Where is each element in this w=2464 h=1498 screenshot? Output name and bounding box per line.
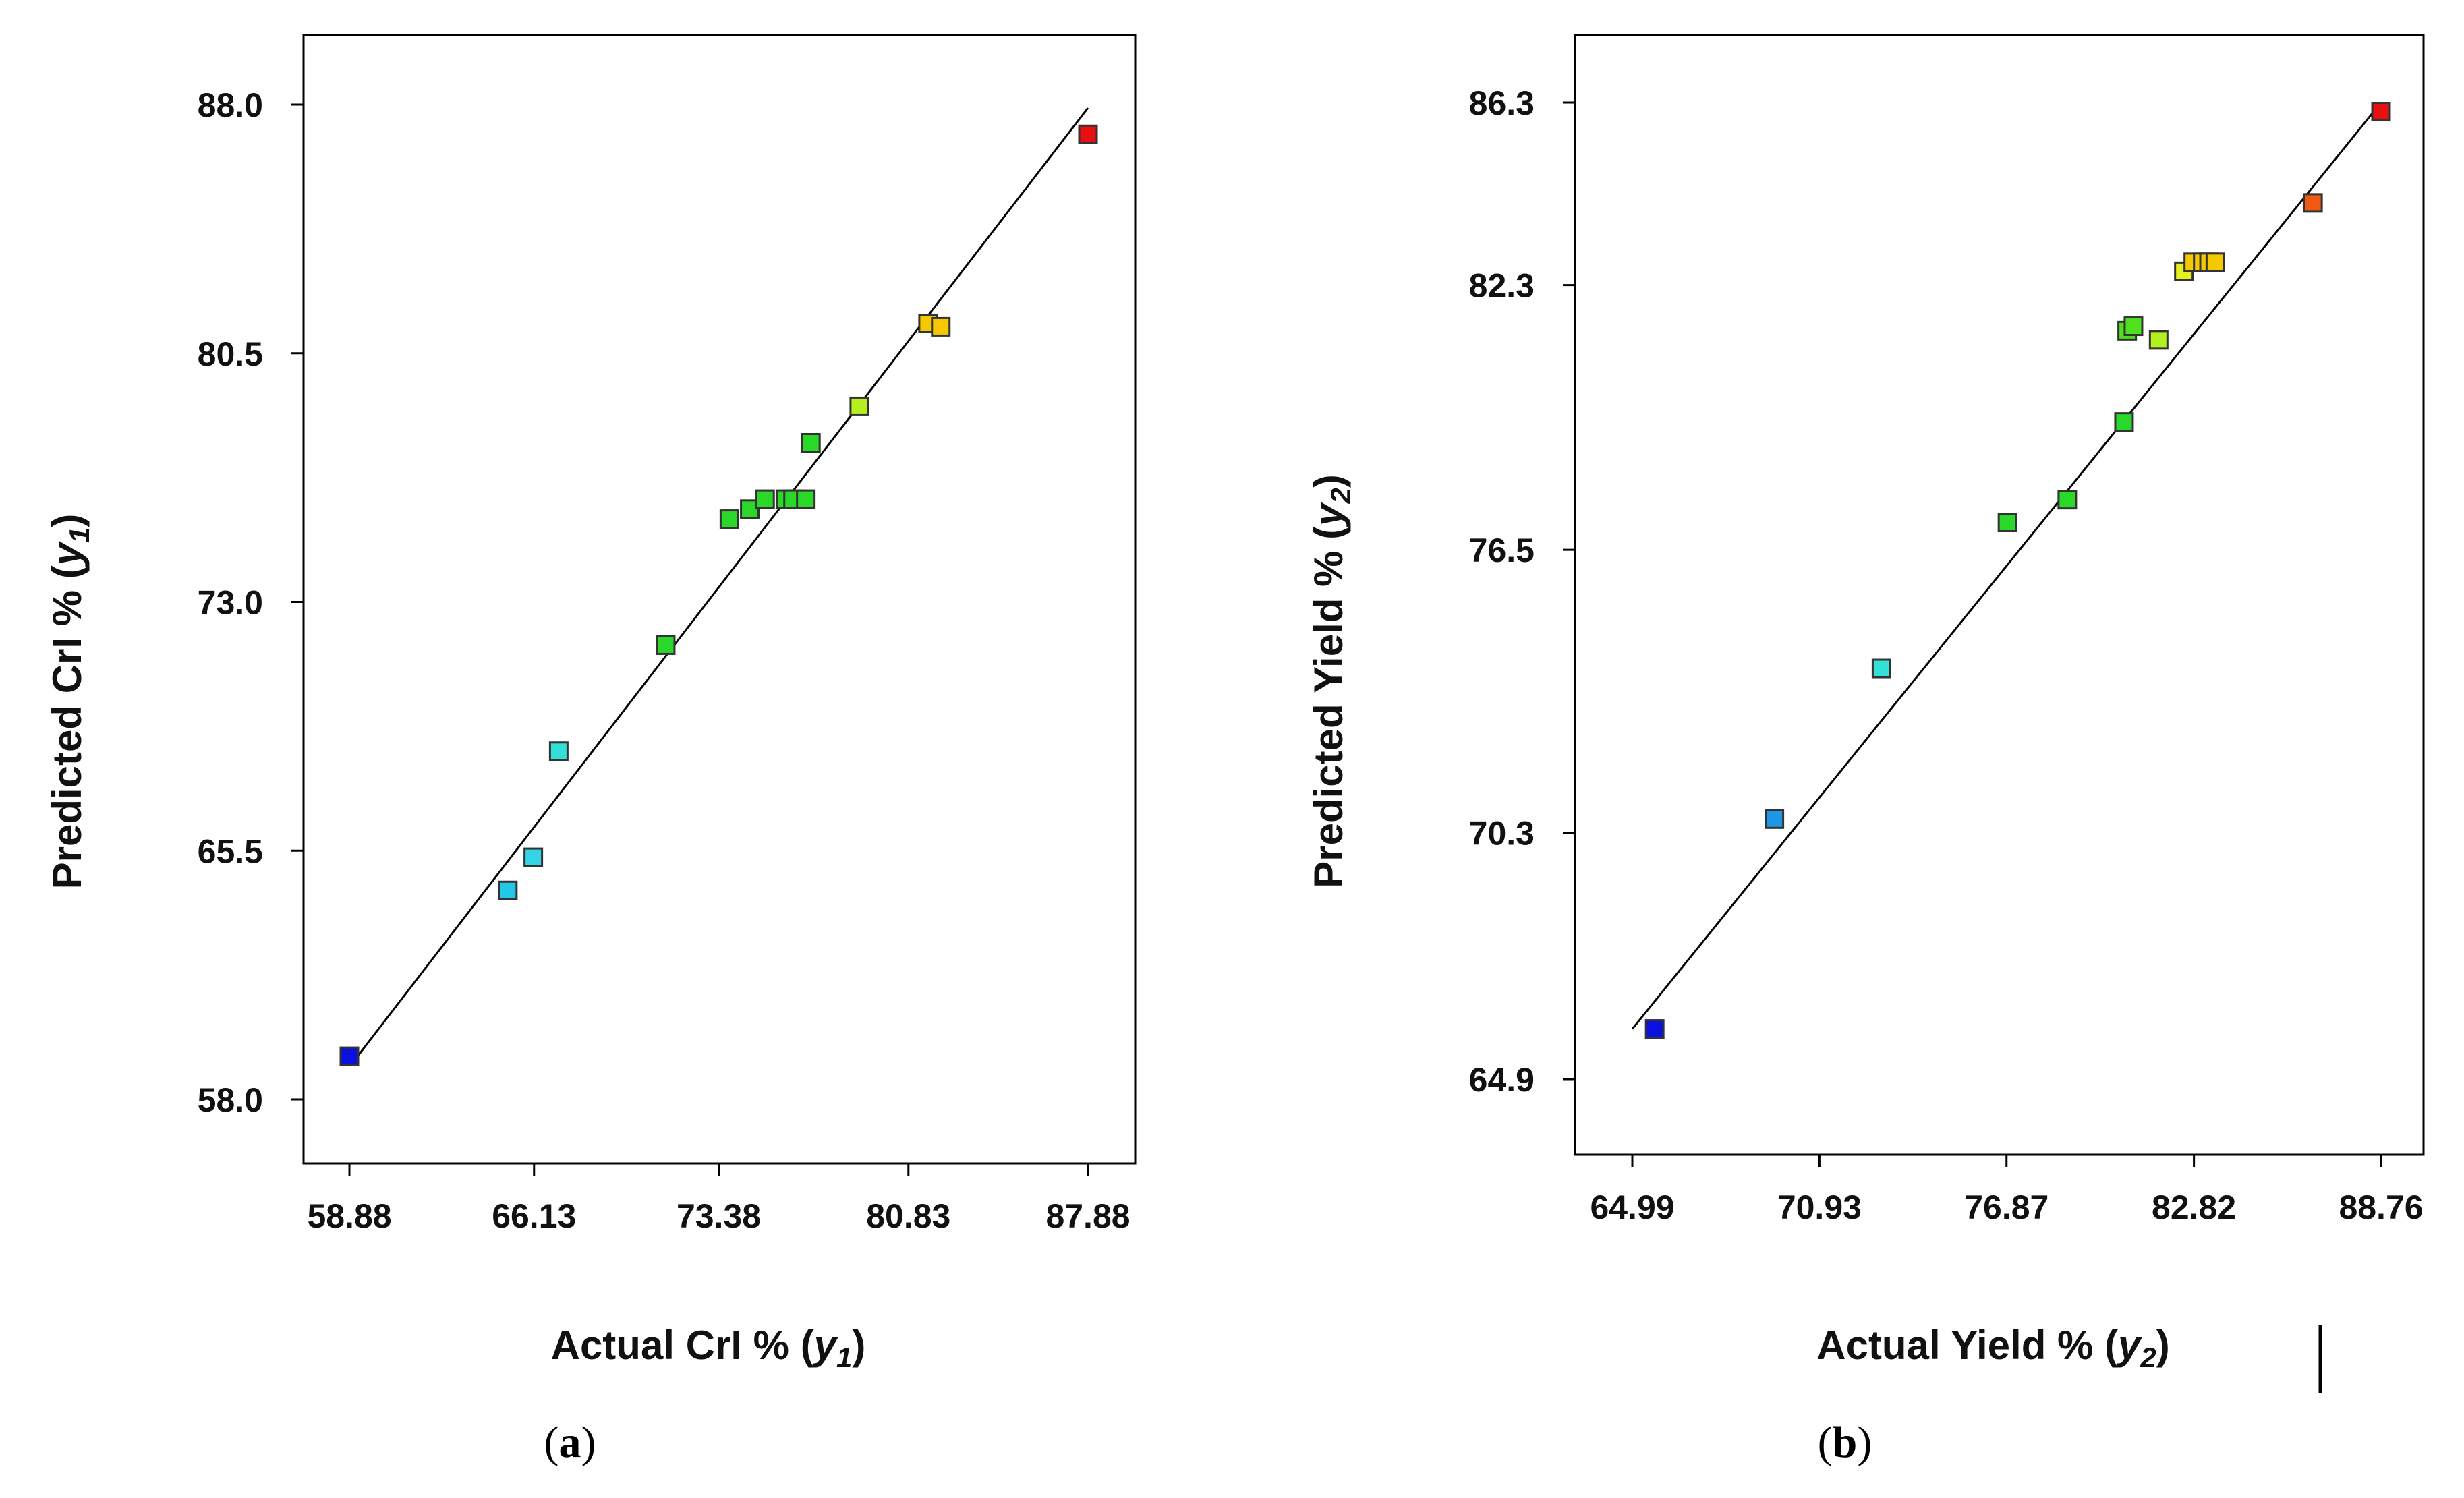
data-point	[1644, 1019, 1665, 1039]
data-point	[849, 396, 869, 416]
x-label-a-sub: 1	[836, 1342, 852, 1373]
y-label-b-close: )	[1306, 474, 1351, 488]
x-tick-label: 58.88	[307, 1197, 391, 1235]
data-point	[719, 509, 739, 529]
data-point	[1997, 513, 2017, 533]
data-point	[755, 489, 775, 509]
x-tick-label: 73.38	[677, 1197, 761, 1235]
fit-line-b	[1631, 102, 2382, 1030]
caption-b-letter: b	[1833, 1418, 1858, 1467]
y-tick-label: 86.3	[1469, 84, 1535, 122]
data-point	[1078, 124, 1098, 144]
data-point	[2123, 316, 2144, 337]
x-tick-label: 88.76	[2339, 1188, 2423, 1226]
data-point	[1765, 809, 1785, 829]
y-label-a-sub: 1	[63, 527, 95, 543]
y-tick-label: 65.5	[198, 832, 263, 870]
data-point	[523, 847, 544, 867]
panel-a: 58.88 66.13 73.38 80.83 87.88 58.0 65.5 73.0 80…	[45, 34, 1137, 1467]
plot-frame-b	[1574, 34, 2425, 1156]
x-label-a-main: Actual CrI % (	[551, 1323, 814, 1368]
y-label-b-var: y	[1306, 502, 1351, 528]
panel-b: 64.99 70.93 76.87 82.82 88.76 64.9 70.3 76.5 82…	[1306, 34, 2425, 1467]
y-ticks-a: 58.0 65.5 73.0 80.5 88.0	[198, 86, 304, 1119]
y-axis-label-b: Predicted Yield % (y2)	[1306, 474, 1356, 888]
x-label-b-close: )	[2156, 1323, 2170, 1368]
x-tick-label: 76.87	[1964, 1188, 2048, 1226]
x-label-b-sub: 2	[2140, 1342, 2156, 1373]
y-tick-label: 80.5	[198, 335, 263, 373]
x-axis-label-a: Actual CrI % (y1)	[551, 1323, 866, 1373]
x-label-a-var: y	[812, 1323, 838, 1368]
y-tick-label: 58.0	[198, 1081, 263, 1119]
data-point	[931, 316, 951, 337]
x-label-b-main: Actual Yield % (	[1816, 1323, 2118, 1368]
x-tick-label: 64.99	[1590, 1188, 1674, 1226]
y-ticks-b: 64.9 70.3 76.5 82.3 86.3	[1469, 84, 1575, 1099]
caption-b: (b)	[1818, 1418, 1872, 1467]
points-b	[1644, 102, 2391, 1039]
caption-a: (a)	[544, 1418, 596, 1467]
data-point	[2303, 193, 2323, 213]
x-axis-label-b: Actual Yield % (y2)	[1816, 1323, 2170, 1373]
y-tick-label: 88.0	[198, 86, 263, 124]
data-point	[2205, 252, 2225, 272]
data-point	[796, 489, 816, 509]
y-tick-label: 64.9	[1469, 1061, 1535, 1099]
y-label-b-sub: 2	[1325, 488, 1356, 504]
x-tick-label: 70.93	[1777, 1188, 1862, 1226]
plot-frame-a	[302, 34, 1137, 1165]
data-point	[801, 433, 821, 453]
x-ticks-b: 64.99 70.93 76.87 82.82 88.76	[1590, 1155, 2424, 1226]
data-point	[339, 1046, 360, 1066]
x-label-b-var: y	[2116, 1323, 2142, 1368]
x-tick-label: 80.83	[866, 1197, 950, 1235]
y-tick-label: 82.3	[1469, 267, 1535, 305]
data-point	[2114, 412, 2134, 432]
caption-a-letter: a	[559, 1418, 581, 1467]
y-label-a-main: Predicted CrI % (	[45, 565, 90, 889]
x-tick-label: 66.13	[492, 1197, 576, 1235]
y-label-a-close: )	[45, 514, 90, 527]
x-ticks-a: 58.88 66.13 73.38 80.83 87.88	[307, 1163, 1130, 1235]
y-tick-label: 76.5	[1469, 531, 1535, 569]
data-point	[656, 635, 676, 655]
x-tick-label: 87.88	[1045, 1197, 1130, 1235]
y-axis-label-a: Predicted CrI % (y1)	[45, 514, 95, 890]
points-a	[339, 124, 1098, 1066]
data-point	[498, 880, 518, 900]
y-label-b-main: Predicted Yield % (	[1306, 526, 1351, 888]
data-point	[1871, 658, 1891, 679]
data-point	[2148, 330, 2169, 350]
x-label-a-close: )	[852, 1323, 865, 1368]
fit-line-a	[356, 107, 1089, 1057]
x-tick-label: 82.82	[2152, 1188, 2236, 1226]
data-point	[548, 741, 569, 761]
data-point	[2371, 102, 2391, 122]
y-label-a-var: y	[45, 541, 90, 567]
y-tick-label: 70.3	[1469, 815, 1535, 853]
data-point	[2057, 490, 2078, 510]
y-tick-label: 73.0	[198, 584, 263, 622]
